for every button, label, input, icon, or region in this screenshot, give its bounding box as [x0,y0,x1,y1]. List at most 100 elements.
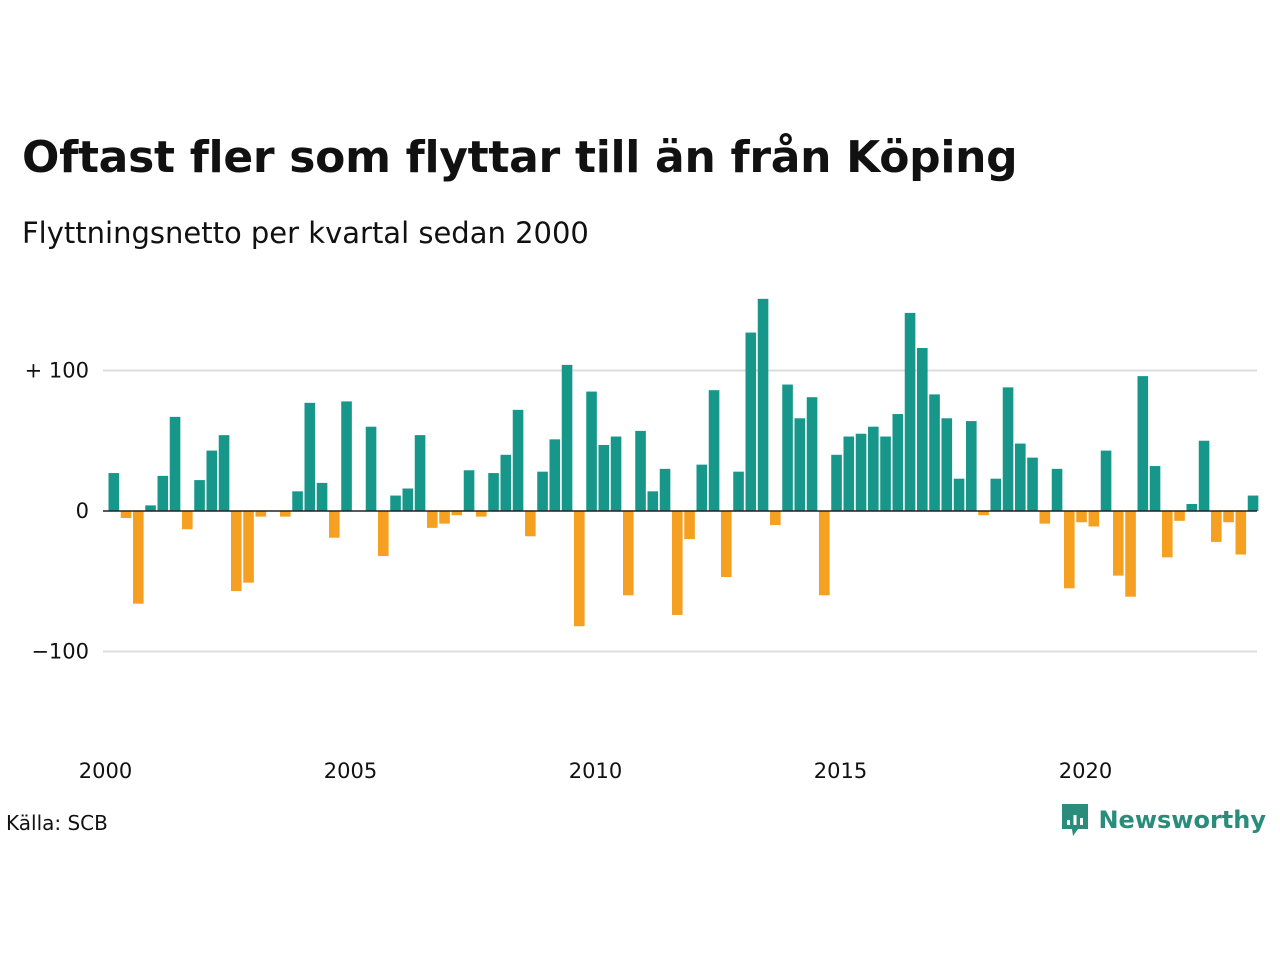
bar [1076,511,1087,523]
bar [108,473,120,511]
bar [868,426,879,511]
x-tick-label: 2015 [814,759,867,783]
bar [990,478,1002,511]
bar [1088,511,1100,527]
bar [133,511,144,604]
bar [917,348,928,511]
bar [231,511,242,592]
bar [941,418,953,511]
bar [1027,457,1038,511]
bar [586,391,597,511]
brand-name: Newsworthy [1098,806,1266,834]
bar [145,505,156,511]
bar [733,471,744,511]
bar [451,511,463,516]
bar [904,312,916,511]
bar [243,511,254,583]
bar [721,511,732,578]
bar [280,511,291,517]
bar [574,511,585,627]
bar [1247,495,1259,511]
bar [414,435,426,511]
bar [427,511,438,528]
bar [831,454,842,511]
y-tick-label: 0 [76,499,89,523]
bar [1149,466,1161,511]
y-tick-label: −100 [31,640,89,664]
bar [1174,511,1185,521]
bar [329,511,340,538]
bar [120,511,132,519]
bar [770,511,781,526]
bar [696,464,708,511]
bar [549,439,561,511]
bar [782,384,793,511]
chart-title: Oftast fler som flyttar till än från Köp… [22,132,1018,183]
bar [892,414,904,511]
bar [1223,511,1234,523]
bar [978,511,989,516]
bar [157,475,169,511]
chart-subtitle: Flyttningsnetto per kvartal sedan 2000 [22,216,589,250]
bar [929,394,940,511]
bar [672,511,683,615]
bar [255,511,267,517]
bar [194,480,205,511]
bar [623,511,634,596]
bar [169,416,181,511]
x-tick-label: 2020 [1059,759,1112,783]
bar [757,298,769,511]
bar [341,401,352,511]
bar [659,468,671,511]
x-tick-label: 2005 [324,759,377,783]
bar [304,402,316,511]
bar [316,482,328,511]
bar [218,435,230,511]
bar [488,473,499,511]
bar [745,332,757,511]
bar [647,491,659,511]
bar [819,511,830,596]
bar [402,488,414,511]
bar [708,390,720,511]
bar [1015,443,1026,511]
bar [635,430,646,511]
newsworthy-logo-icon [1062,804,1089,836]
bar [512,409,524,511]
bar [1100,450,1112,511]
bar [880,436,891,511]
bar [1198,440,1210,511]
source-note: Källa: SCB [6,811,108,835]
bar [806,397,818,511]
bar [500,454,512,511]
bar [206,450,218,511]
bar [1002,387,1014,511]
bar [561,364,573,511]
bar [182,511,193,530]
bar [843,436,855,511]
bar [439,511,450,524]
bar [953,478,965,511]
bar [463,470,475,511]
brand-logo[interactable]: Newsworthy [1060,802,1266,838]
bar [1235,511,1247,555]
x-tick-label: 2000 [79,759,132,783]
bar [1211,511,1222,542]
bar [1113,511,1124,576]
bar [966,421,977,511]
bar [1051,468,1063,511]
bar [684,511,695,540]
bar [855,433,867,511]
bar [1125,511,1136,597]
bar [610,436,622,511]
bar [537,471,548,511]
bar [292,491,303,511]
bar [598,444,610,511]
bar [1137,376,1149,511]
y-tick-label: + 100 [25,359,89,383]
bar [1162,511,1173,558]
bar [390,495,401,511]
bar [525,511,536,537]
bar [1064,511,1075,589]
